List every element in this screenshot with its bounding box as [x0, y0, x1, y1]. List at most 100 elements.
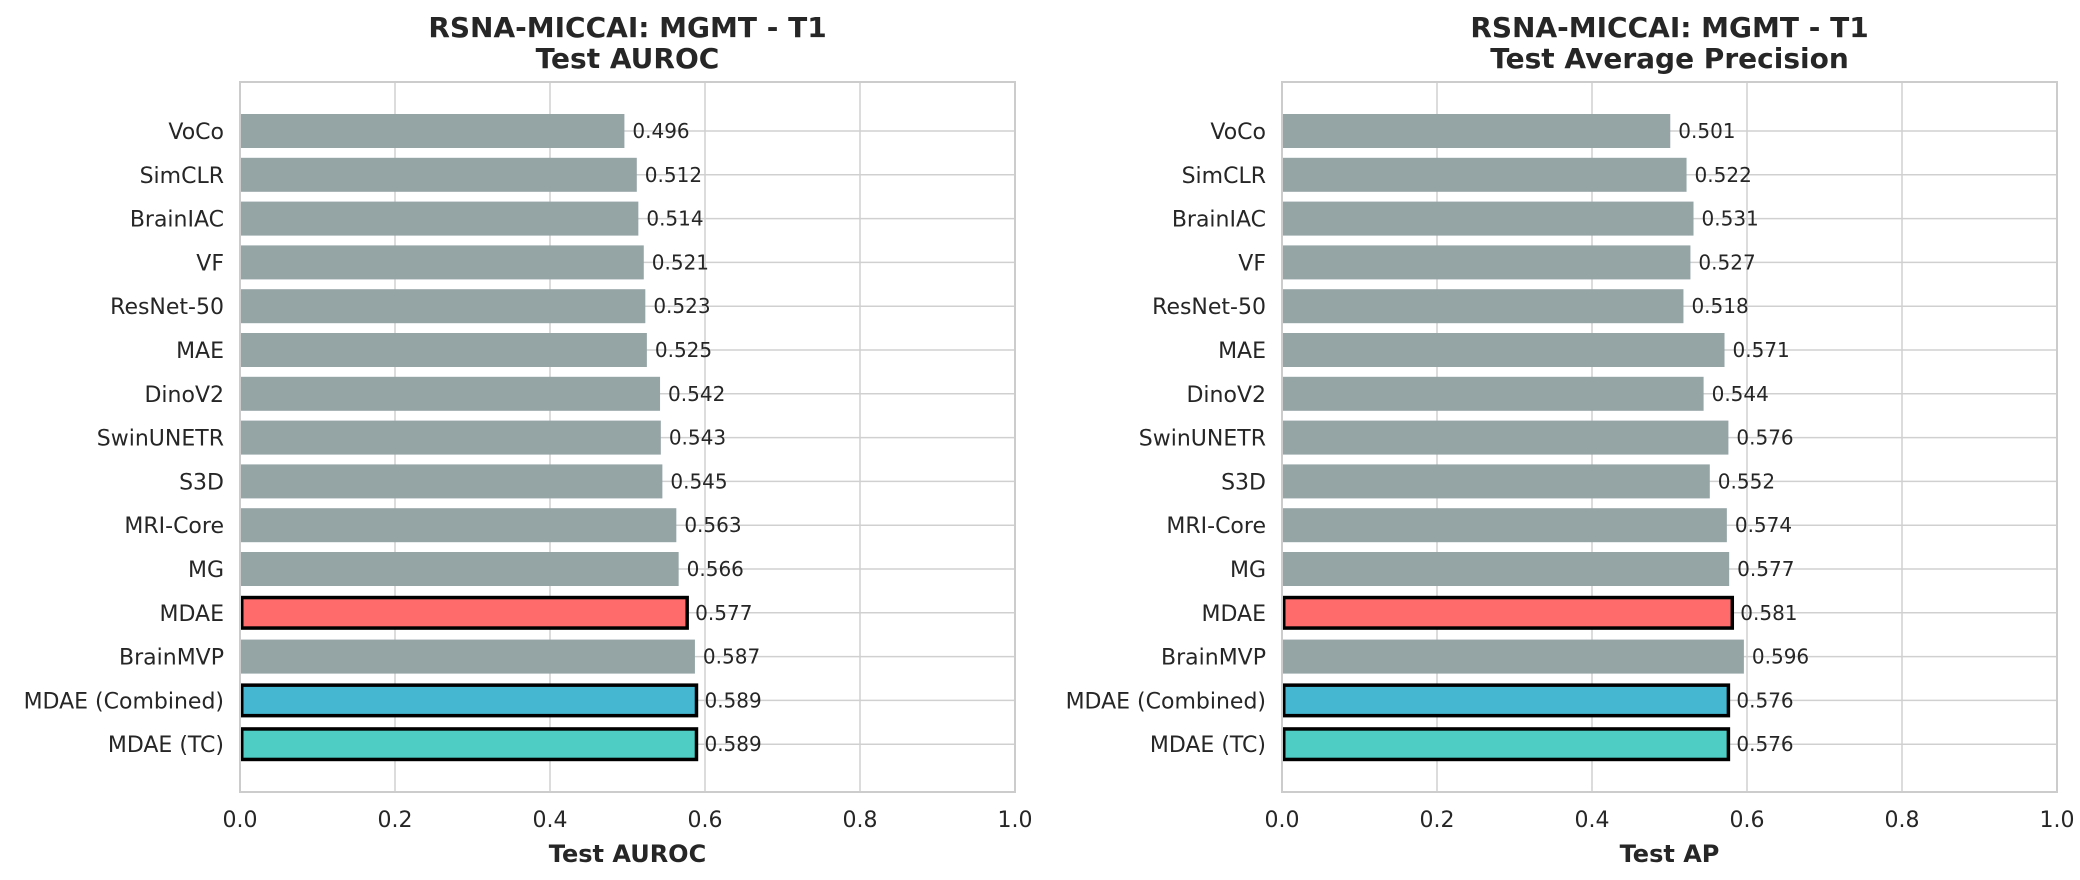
chart1-ytick-label-voco: VoCo	[168, 120, 224, 145]
chart1-value-label-dinov2: 0.542	[668, 382, 725, 406]
chart2-bar-mg	[1282, 552, 1730, 586]
chart1-value-label-mae: 0.525	[655, 338, 712, 362]
chart2-ytick-label-voco: VoCo	[1210, 120, 1266, 145]
chart2-ytick-label-mae: MAE	[1218, 339, 1266, 364]
chart1-value-label-voco: 0.496	[632, 119, 689, 143]
chart1-ytick-label-mdae-tc: MDAE (TC)	[108, 733, 224, 758]
chart2-value-label-swinunetr: 0.576	[1736, 426, 1793, 450]
chart2-xtick-label: 0.4	[1575, 808, 1610, 833]
chart1-ytick-label-dinov2: DinoV2	[144, 383, 224, 408]
chart1-bar-resnet-50	[240, 289, 646, 324]
chart2-ytick-label-mg: MG	[1230, 558, 1266, 583]
chart1-ytick-label-mdae-combined: MDAE (Combined)	[24, 689, 224, 714]
chart2-value-label-mdae: 0.581	[1740, 601, 1797, 625]
chart1-value-label-brainiac: 0.514	[646, 207, 703, 231]
chart1-xtick-label: 0.2	[378, 808, 413, 833]
chart1-title-line2: Test AUROC	[536, 42, 720, 75]
chart1-ytick-label-resnet-50: ResNet-50	[110, 295, 224, 320]
chart1-bar-brainmvp	[240, 639, 695, 674]
chart2-ytick-label-simclr: SimCLR	[1182, 164, 1266, 189]
chart2-value-label-vf: 0.527	[1698, 250, 1755, 274]
chart2-ytick-label-swinunetr: SwinUNETR	[1139, 427, 1266, 452]
chart2-xtick-label: 0.6	[1730, 808, 1765, 833]
chart2-xtick-label: 0.8	[1885, 808, 1920, 833]
chart1-value-label-mg: 0.566	[687, 557, 744, 581]
chart2-value-label-s3d: 0.552	[1718, 469, 1775, 493]
chart1-ytick-label-s3d: S3D	[179, 470, 224, 495]
chart2-bar-mae	[1282, 333, 1725, 367]
chart2-bar-mdae	[1282, 595, 1735, 630]
chart1-bar-s3d	[240, 464, 663, 499]
chart2-ytick-label-brainmvp: BrainMVP	[1161, 646, 1266, 671]
chart1-bar-mdae	[240, 595, 689, 630]
chart1-plot-frame	[239, 81, 1016, 793]
chart1-bar-brainiac	[240, 201, 639, 236]
chart2-value-label-simclr: 0.522	[1695, 163, 1752, 187]
chart1-ytick-label-mg: MG	[188, 558, 224, 583]
chart1-value-label-simclr: 0.512	[645, 163, 702, 187]
chart1-x-axis-label: Test AUROC	[549, 840, 706, 868]
chart2-title-line1: RSNA-MICCAI: MGMT - T1	[1470, 11, 1868, 44]
chart1-ytick-label-vf: VF	[196, 251, 224, 276]
chart2-bar-vf	[1282, 245, 1691, 280]
chart2-xtick-label: 0.2	[1420, 808, 1455, 833]
chart2-value-label-dinov2: 0.544	[1712, 382, 1769, 406]
chart2-ytick-label-brainiac: BrainIAC	[1172, 208, 1266, 233]
chart1-ytick-label-simclr: SimCLR	[140, 164, 224, 189]
chart2-value-label-voco: 0.501	[1678, 119, 1735, 143]
chart1-bar-mdae-tc	[240, 727, 699, 762]
chart2-bar-brainiac	[1282, 201, 1694, 236]
chart2-bar-swinunetr	[1282, 420, 1729, 455]
chart2-value-label-mdae-tc: 0.576	[1736, 732, 1793, 756]
chart1-bar-swinunetr	[240, 420, 661, 455]
chart2-bar-resnet-50	[1282, 289, 1684, 324]
chart1-bar-simclr	[240, 157, 637, 192]
chart1-value-label-vf: 0.521	[652, 250, 709, 274]
chart1-xtick-label: 1.0	[998, 808, 1033, 833]
chart2-value-label-mae: 0.571	[1733, 338, 1790, 362]
chart2-ytick-label-resnet-50: ResNet-50	[1152, 295, 1266, 320]
chart1-ytick-label-brainiac: BrainIAC	[130, 208, 224, 233]
chart1-xtick-label: 0.6	[688, 808, 723, 833]
chart1-xtick-label: 0.8	[843, 808, 878, 833]
chart1-bar-dinov2	[240, 376, 661, 411]
chart2-ytick-label-mdae-tc: MDAE (TC)	[1150, 733, 1266, 758]
chart2-value-label-brainiac: 0.531	[1702, 207, 1759, 231]
chart1-ytick-label-swinunetr: SwinUNETR	[97, 427, 224, 452]
chart1-bar-voco	[240, 114, 625, 148]
chart1-ytick-label-mdae: MDAE	[160, 602, 225, 627]
chart2-x-axis-label: Test AP	[1620, 840, 1720, 868]
chart2-bar-mri-core	[1282, 508, 1727, 543]
chart1-value-label-mri-core: 0.563	[684, 513, 741, 537]
chart2-value-label-mri-core: 0.574	[1735, 513, 1792, 537]
chart2-plot-frame	[1281, 81, 2058, 793]
chart2-bar-dinov2	[1282, 376, 1704, 411]
chart1-bar-mri-core	[240, 508, 677, 543]
chart1-bar-mae	[240, 333, 647, 367]
chart1-value-label-swinunetr: 0.543	[669, 426, 726, 450]
chart2-value-label-resnet-50: 0.518	[1691, 294, 1748, 318]
chart1-bar-mg	[240, 552, 679, 586]
chart1-value-label-brainmvp: 0.587	[703, 645, 760, 669]
chart2-title-line2: Test Average Precision	[1490, 42, 1849, 75]
chart2-ytick-label-vf: VF	[1238, 251, 1266, 276]
chart2-value-label-brainmvp: 0.596	[1752, 645, 1809, 669]
chart2-value-label-mdae-combined: 0.576	[1736, 688, 1793, 712]
chart1-value-label-s3d: 0.545	[670, 469, 727, 493]
chart2-xtick-label: 0.0	[1265, 808, 1300, 833]
chart2-bar-mdae-tc	[1282, 727, 1731, 762]
chart1-value-label-mdae-tc: 0.589	[704, 732, 761, 756]
chart1-xtick-label: 0.0	[223, 808, 258, 833]
chart1-bar-mdae-combined	[240, 683, 699, 718]
chart2-bar-mdae-combined	[1282, 683, 1731, 718]
chart1-ytick-label-mri-core: MRI-Core	[124, 514, 224, 539]
chart1-ytick-label-mae: MAE	[176, 339, 224, 364]
chart2-ytick-label-mdae-combined: MDAE (Combined)	[1066, 689, 1266, 714]
chart1-xtick-label: 0.4	[533, 808, 568, 833]
chart1-value-label-mdae-combined: 0.589	[704, 688, 761, 712]
chart1-value-label-mdae: 0.577	[695, 601, 752, 625]
chart2-bar-brainmvp	[1282, 639, 1744, 674]
